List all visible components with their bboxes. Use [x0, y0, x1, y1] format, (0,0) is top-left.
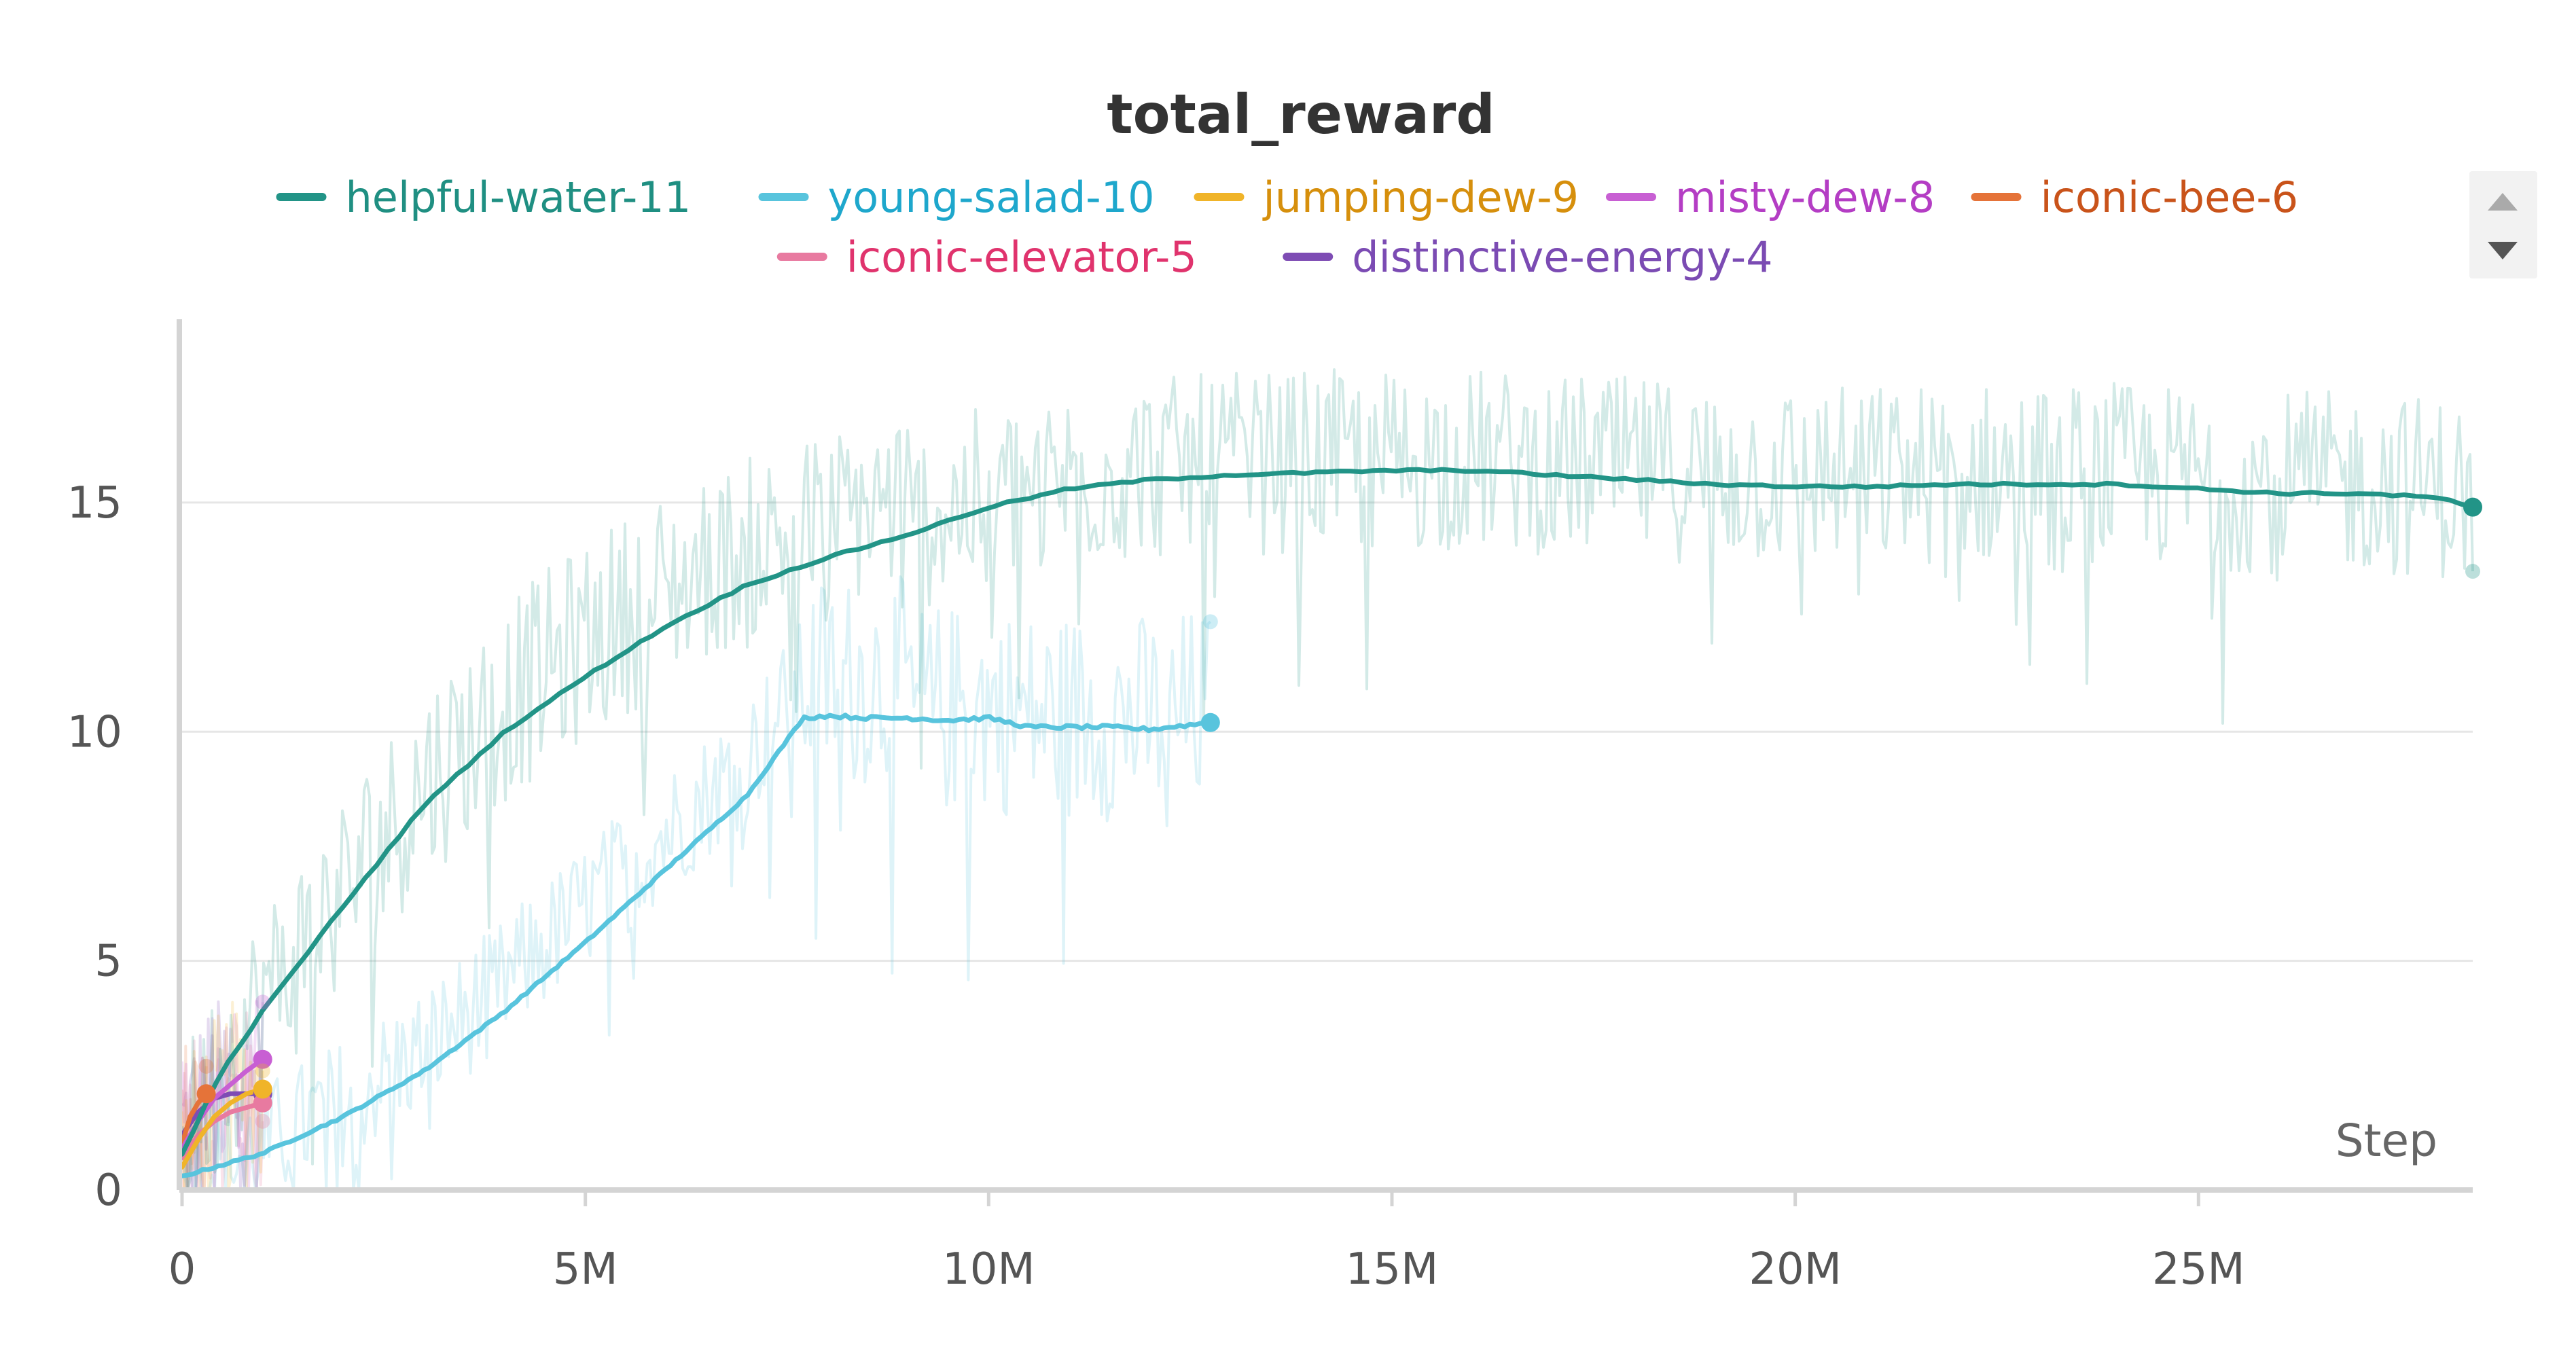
legend-label-1[interactable]: young-salad-10 [828, 173, 1155, 222]
raw-end-marker-2 [255, 1063, 270, 1079]
y-tick-label-3: 15 [67, 478, 122, 528]
y-tick-label-0: 0 [94, 1166, 122, 1216]
x-axis-label: Step [2336, 1115, 2437, 1167]
legend-label-2[interactable]: jumping-dew-9 [1262, 173, 1579, 222]
x-tick-label-0: 0 [168, 1244, 196, 1295]
x-tick-label-1: 5M [553, 1244, 618, 1295]
legend-label-6[interactable]: distinctive-energy-4 [1352, 232, 1772, 282]
x-tick-label-3: 15M [1346, 1244, 1439, 1295]
legend-scroll[interactable] [2469, 171, 2537, 278]
legend: helpful-water-11 young-salad-10 jumping-de… [276, 173, 2299, 282]
series-end-marker-0 [2463, 497, 2482, 517]
series-line-2 [179, 1087, 266, 1170]
end-markers [196, 497, 2482, 1129]
chart-title: total_reward [1107, 83, 1495, 146]
series-line-0 [179, 467, 2475, 1157]
series-line-5 [179, 1100, 266, 1161]
legend-label-5[interactable]: iconic-elevator-5 [846, 232, 1197, 282]
legend-label-3[interactable]: misty-dew-8 [1675, 173, 1935, 222]
series-line-1 [179, 712, 1213, 1178]
raw-line-0 [181, 368, 2474, 1191]
legend-scroll-track [2469, 171, 2537, 278]
series-end-marker-3 [253, 1049, 272, 1069]
series-end-marker-1 [1200, 712, 1220, 732]
smoothed-series-layer [179, 467, 2475, 1178]
x-tick-label-5: 25M [2152, 1244, 2245, 1295]
raw-end-marker-5 [255, 1113, 270, 1129]
axes [177, 319, 2473, 1193]
raw-end-marker-1 [1202, 614, 1218, 630]
raw-series-layer [181, 368, 2474, 1191]
raw-end-marker-0 [2465, 564, 2480, 579]
x-tick-label-4: 20M [1749, 1244, 1842, 1295]
scroll-down-arrow-icon[interactable] [2488, 242, 2518, 259]
scroll-up-arrow-icon[interactable] [2488, 193, 2518, 211]
raw-line-4 [181, 1045, 208, 1191]
tick-labels: 0 5 10 15 0 5M 10M 15M 20M 25M [67, 478, 2245, 1295]
legend-label-4[interactable]: iconic-bee-6 [2041, 173, 2299, 222]
series-end-marker-4 [196, 1084, 216, 1104]
grid [182, 501, 2473, 962]
raw-end-marker-3 [255, 994, 270, 1010]
series-end-marker-5 [253, 1093, 272, 1113]
legend-label-0[interactable]: helpful-water-11 [346, 173, 692, 222]
y-tick-label-1: 5 [94, 937, 122, 987]
x-tick-label-2: 10M [942, 1244, 1035, 1295]
series-end-marker-2 [253, 1079, 272, 1099]
raw-end-marker-4 [198, 1058, 214, 1074]
y-tick-label-2: 10 [67, 707, 122, 757]
